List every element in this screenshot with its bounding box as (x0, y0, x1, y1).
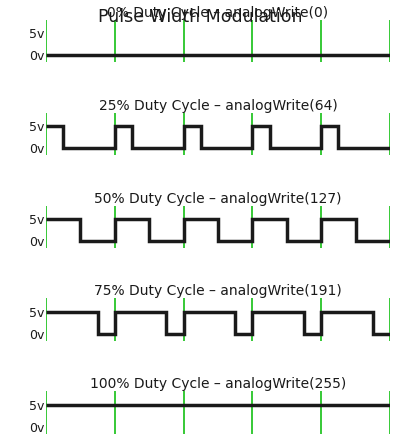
Title: 100% Duty Cycle – analogWrite(255): 100% Duty Cycle – analogWrite(255) (90, 378, 346, 392)
Text: Pulse Width Modulation: Pulse Width Modulation (98, 8, 302, 26)
Title: 25% Duty Cycle – analogWrite(64): 25% Duty Cycle – analogWrite(64) (99, 99, 337, 113)
Title: 0% Duty Cycle – analogWrite(0): 0% Duty Cycle – analogWrite(0) (108, 6, 328, 20)
Title: 75% Duty Cycle – analogWrite(191): 75% Duty Cycle – analogWrite(191) (94, 284, 342, 298)
Title: 50% Duty Cycle – analogWrite(127): 50% Duty Cycle – analogWrite(127) (94, 191, 342, 205)
